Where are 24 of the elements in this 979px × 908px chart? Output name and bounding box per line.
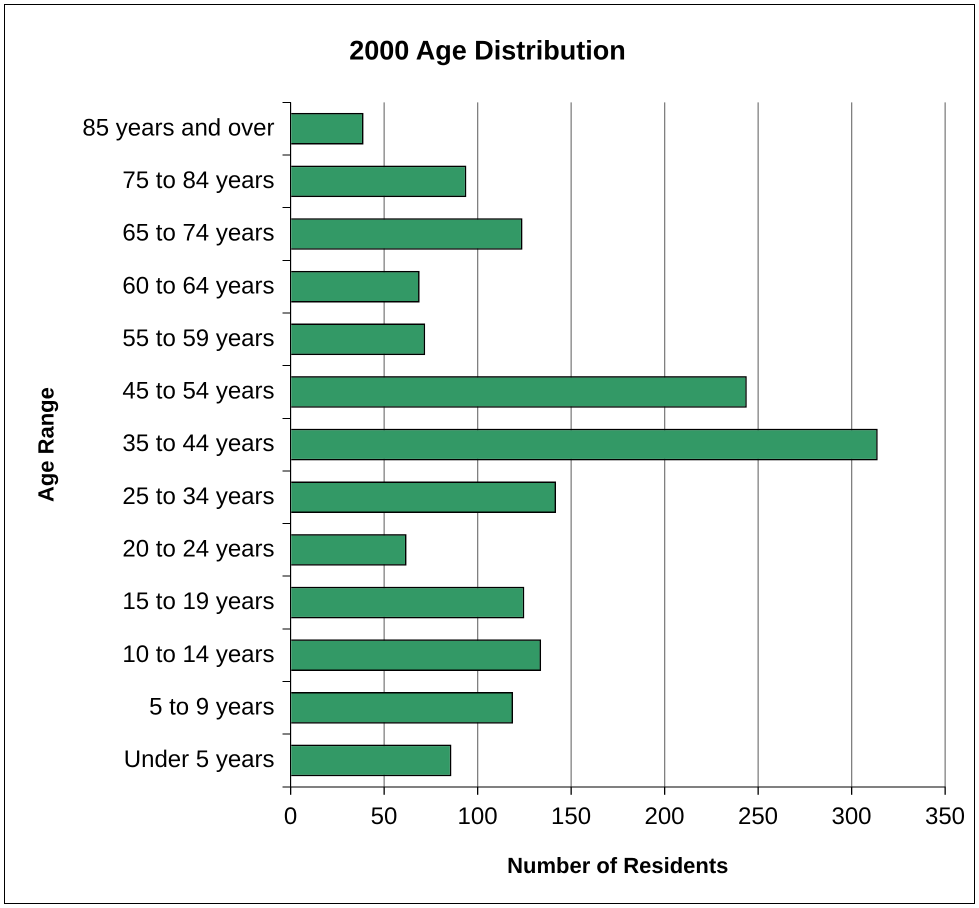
x-tick-label: 200 — [644, 802, 685, 830]
y-tick-label: 10 to 14 years — [122, 640, 275, 668]
y-tick-label: 75 to 84 years — [122, 166, 275, 194]
y-tick-label: 15 to 19 years — [122, 588, 275, 616]
y-tick-label: 45 to 54 years — [122, 378, 275, 405]
chart-title: 2000 Age Distribution — [349, 36, 626, 66]
y-tick-label: 5 to 9 years — [149, 693, 275, 720]
y-tick-label: 60 to 64 years — [122, 272, 275, 300]
x-tick-label: 250 — [738, 802, 778, 830]
x-tick-label: 0 — [284, 802, 298, 830]
x-tick-label: 300 — [831, 802, 872, 830]
x-tick-label: 150 — [550, 802, 592, 830]
y-tick-label: 20 to 24 years — [122, 536, 275, 563]
y-tick-label: 25 to 34 years — [122, 482, 275, 510]
y-tick-label: 85 years and over — [82, 114, 275, 142]
x-tick-label: 50 — [370, 802, 398, 830]
y-tick-label: 35 to 44 years — [122, 430, 275, 458]
x-tick-label: 350 — [924, 802, 966, 830]
y-tick-label: 65 to 74 years — [122, 220, 275, 247]
y-tick-label: Under 5 years — [124, 746, 275, 774]
x-tick-label: 100 — [457, 802, 498, 830]
x-axis-title: Number of Residents — [507, 852, 728, 878]
y-axis-title: Age Range — [33, 387, 58, 502]
y-tick-label: 55 to 59 years — [122, 324, 275, 352]
